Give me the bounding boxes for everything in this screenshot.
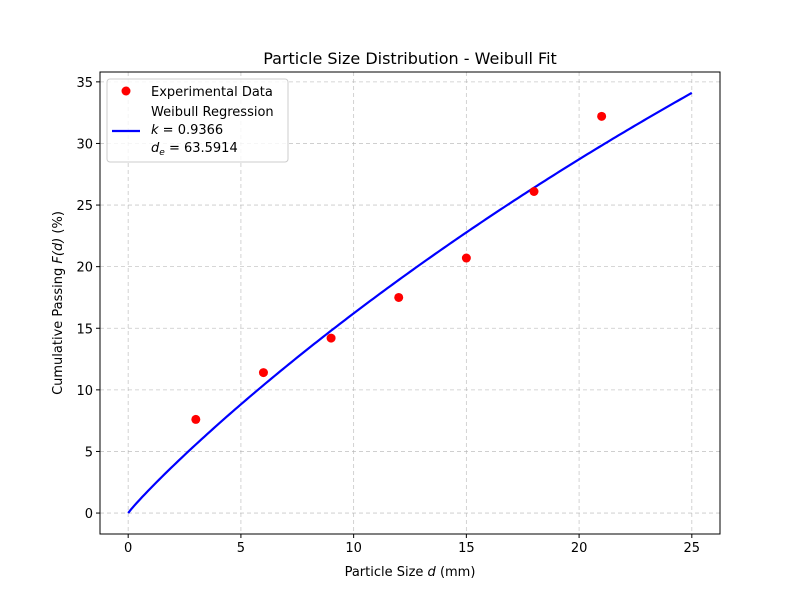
y-tick-label: 10	[76, 384, 93, 399]
y-tick-label: 5	[85, 445, 93, 460]
y-axis-label: Cumulative Passing F(d) (%)	[51, 211, 66, 395]
data-point	[191, 414, 201, 424]
chart-title: Particle Size Distribution - Weibull Fit	[263, 49, 557, 68]
weibull-regression-line	[127, 91, 693, 514]
ticks: 0 5 10 15 20 25 0 5 10 15 20 25 30 35	[76, 76, 700, 556]
plot-frame	[99, 71, 721, 535]
legend-scatter-label: Experimental Data	[151, 85, 273, 100]
legend-k-value: k = 0.9366	[151, 123, 223, 138]
x-tick-label: 10	[345, 541, 362, 556]
y-tick-label: 0	[85, 507, 93, 522]
x-tick-label: 15	[458, 541, 475, 556]
y-tick-label: 30	[76, 137, 93, 152]
legend-scatter-marker	[121, 86, 131, 96]
x-tick-label: 25	[684, 541, 701, 556]
legend-de-value: de = 63.5914	[151, 141, 238, 158]
data-point	[529, 187, 539, 197]
legend-box	[106, 78, 289, 163]
data-point	[461, 253, 471, 263]
weibull-curve-group	[127, 91, 693, 514]
x-tick-label: 0	[124, 541, 132, 556]
data-point	[258, 368, 268, 378]
data-point	[326, 333, 336, 343]
data-point	[394, 292, 404, 302]
legend: Experimental Data Weibull Regression k =…	[106, 78, 289, 163]
y-tick-label: 20	[76, 261, 93, 276]
y-tick-label: 35	[76, 76, 93, 91]
legend-line-label: Weibull Regression	[151, 105, 274, 120]
x-axis-label: Particle Size d (mm)	[345, 565, 476, 580]
x-tick-label: 5	[237, 541, 245, 556]
x-tick-label: 20	[571, 541, 588, 556]
scatter-points	[191, 111, 607, 424]
data-point	[597, 111, 607, 121]
y-tick-label: 15	[76, 322, 93, 337]
y-tick-label: 25	[76, 199, 93, 214]
